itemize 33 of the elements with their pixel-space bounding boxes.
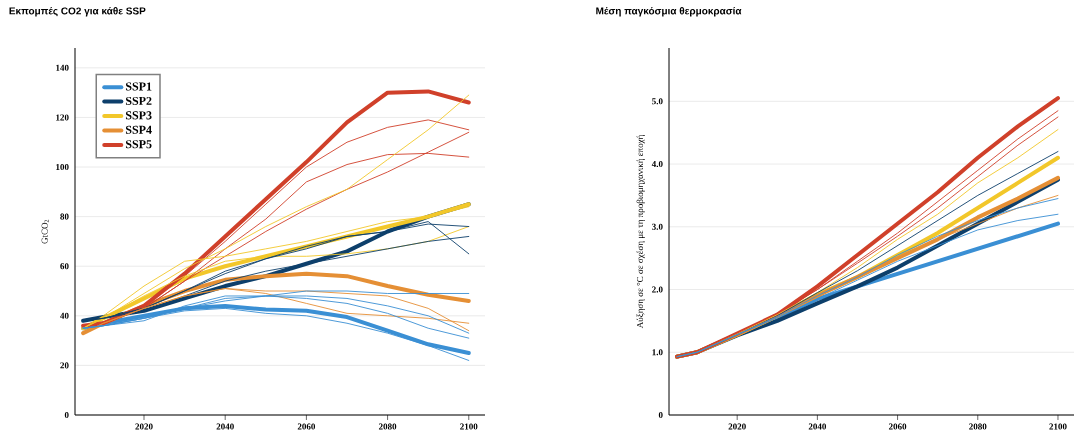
y-tick-label: 3.0 xyxy=(652,223,663,230)
y-tick-label: 60 xyxy=(60,263,69,270)
y-tick-label: 1.0 xyxy=(652,349,663,356)
y-tick-label: 0 xyxy=(658,411,663,419)
x-tick-label: 2060 xyxy=(297,423,316,430)
y-tick-label: 140 xyxy=(56,64,69,71)
x-tick-label: 2020 xyxy=(728,423,746,430)
y-tick-label: 0 xyxy=(64,411,69,419)
x-tick-label: 2100 xyxy=(1049,423,1067,430)
legend-label: SSP2 xyxy=(125,96,152,105)
chart-title: Εκπομπές CO2 για κάθε SSP xyxy=(9,7,146,17)
legend-label: SSP3 xyxy=(125,111,152,120)
y-tick-label: 20 xyxy=(60,362,69,369)
x-tick-label: 2040 xyxy=(808,423,827,430)
legend-label: SSP4 xyxy=(125,125,152,134)
y-tick-label: 40 xyxy=(60,312,69,319)
legend-label: SSP5 xyxy=(125,140,152,149)
x-tick-label: 2020 xyxy=(135,423,153,430)
y-axis-title: GtCO$_{2}$ xyxy=(41,219,49,244)
x-tick-label: 2080 xyxy=(378,423,397,430)
chart-title: Μέση παγκόσμια θερμοκρασία xyxy=(596,7,742,17)
y-tick-label: 2.0 xyxy=(652,286,663,293)
x-tick-label: 2100 xyxy=(460,423,478,430)
y-tick-label: 4.0 xyxy=(651,160,663,168)
y-tick-label: 80 xyxy=(60,213,69,220)
legend-label: SSP1 xyxy=(125,82,152,91)
y-axis-title: Αύξηση σε °C σε σχέση με τη προβιομηχανική εποχή xyxy=(636,135,645,329)
y-tick-label: 100 xyxy=(56,163,69,171)
x-tick-label: 2040 xyxy=(216,423,234,430)
x-tick-label: 2080 xyxy=(969,423,987,430)
x-tick-label: 2060 xyxy=(888,423,907,430)
y-tick-label: 5.0 xyxy=(652,98,663,105)
y-tick-label: 120 xyxy=(56,114,69,121)
